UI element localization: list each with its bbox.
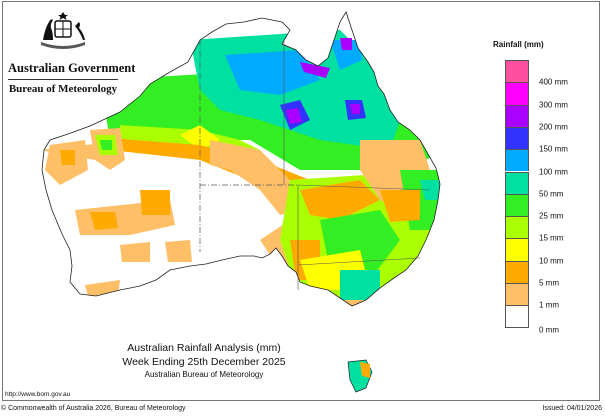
- legend-swatch: [505, 82, 529, 105]
- legend-title: Rainfall (mm): [493, 40, 544, 49]
- legend-swatch: [505, 104, 529, 127]
- legend-swatch: [505, 305, 529, 328]
- legend-label: 1 mm: [539, 300, 559, 310]
- map-title: Australian Rainfall Analysis (mm): [127, 342, 281, 354]
- legend-swatch: [505, 126, 529, 150]
- legend-label: 5 mm: [539, 278, 559, 288]
- map-period: Week Ending 25th December 2025: [122, 356, 286, 368]
- issued-date: Issued: 04/01/2026: [542, 405, 602, 412]
- legend-swatch: [505, 283, 529, 306]
- legend-label: 400 mm: [539, 77, 568, 87]
- agency-logo: Australian Government Bureau of Meteorol…: [8, 10, 135, 95]
- legend-label: 50 mm: [539, 189, 564, 199]
- legend-label: 150 mm: [539, 144, 568, 154]
- legend-swatch: [505, 260, 529, 283]
- website-link[interactable]: http://www.bom.gov.au: [5, 391, 71, 398]
- legend-swatch: [505, 60, 529, 83]
- legend-swatch: [505, 193, 529, 217]
- legend-swatch: [505, 238, 529, 261]
- legend-swatch: [505, 149, 529, 172]
- legend-swatch: [505, 171, 529, 194]
- legend-label: 25 mm: [539, 211, 564, 221]
- government-label: Australian Government: [8, 61, 135, 80]
- legend-label: 15 mm: [539, 233, 564, 243]
- legend-label: 300 mm: [539, 100, 568, 110]
- legend-label: 100 mm: [539, 167, 568, 176]
- map-source: Australian Bureau of Meteorology: [144, 370, 264, 379]
- legend-swatch: [505, 216, 529, 239]
- coat-of-arms-icon: [41, 12, 85, 49]
- map-titles: Australian Rainfall Analysis (mm) Week E…: [104, 342, 304, 379]
- legend-label: 200 mm: [539, 122, 568, 132]
- legend-label: 10 mm: [539, 256, 564, 266]
- copyright-text: © Commonwealth of Australia 2026, Bureau…: [1, 405, 186, 412]
- legend-label: 0 mm: [539, 325, 559, 335]
- agency-label: Bureau of Meteorology: [8, 83, 118, 95]
